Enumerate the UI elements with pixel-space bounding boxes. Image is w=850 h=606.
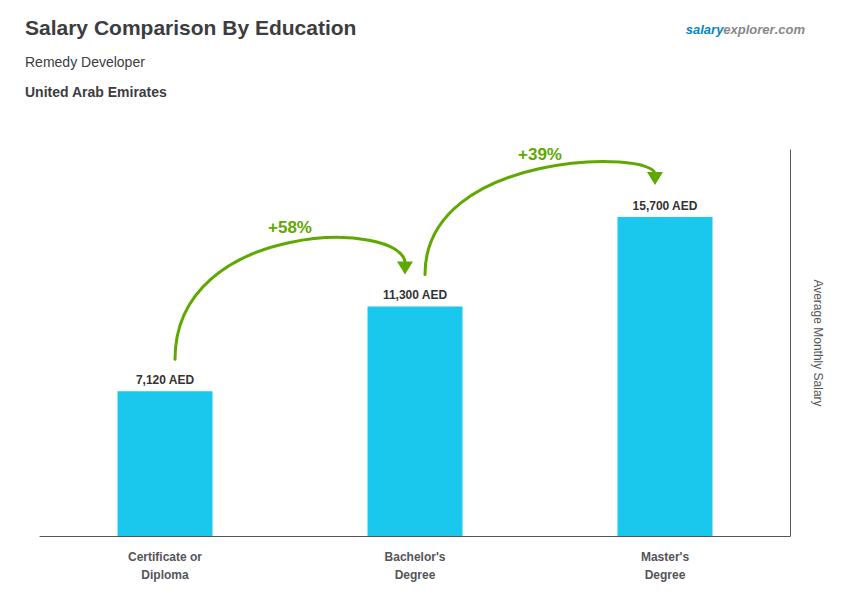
svg-text:salary: salary (686, 22, 724, 37)
svg-text:Average Monthly Salary: Average Monthly Salary (811, 279, 825, 406)
svg-text:11,300 AED: 11,300 AED (383, 288, 448, 302)
svg-text:15,700 AED: 15,700 AED (633, 199, 698, 213)
svg-text:Master's: Master's (641, 550, 690, 564)
svg-text:Remedy Developer: Remedy Developer (25, 54, 145, 70)
svg-text:+39%: +39% (518, 145, 562, 164)
svg-text:Bachelor's: Bachelor's (385, 550, 446, 564)
svg-text:explorer: explorer (723, 22, 775, 37)
svg-text:Degree: Degree (395, 568, 436, 582)
svg-text:7,120 AED: 7,120 AED (136, 373, 195, 387)
svg-text:Degree: Degree (645, 568, 686, 582)
svg-text:.com: .com (775, 22, 806, 37)
svg-text:Diploma: Diploma (141, 568, 189, 582)
svg-text:Salary Comparison By Education: Salary Comparison By Education (25, 16, 356, 39)
svg-text:United Arab Emirates: United Arab Emirates (25, 84, 167, 100)
svg-text:Certificate or: Certificate or (128, 550, 202, 564)
svg-text:+58%: +58% (268, 218, 312, 237)
